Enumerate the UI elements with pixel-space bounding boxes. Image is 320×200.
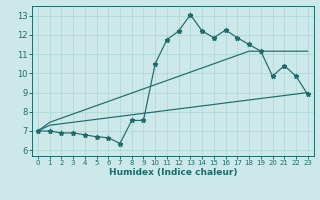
X-axis label: Humidex (Indice chaleur): Humidex (Indice chaleur) (108, 168, 237, 177)
